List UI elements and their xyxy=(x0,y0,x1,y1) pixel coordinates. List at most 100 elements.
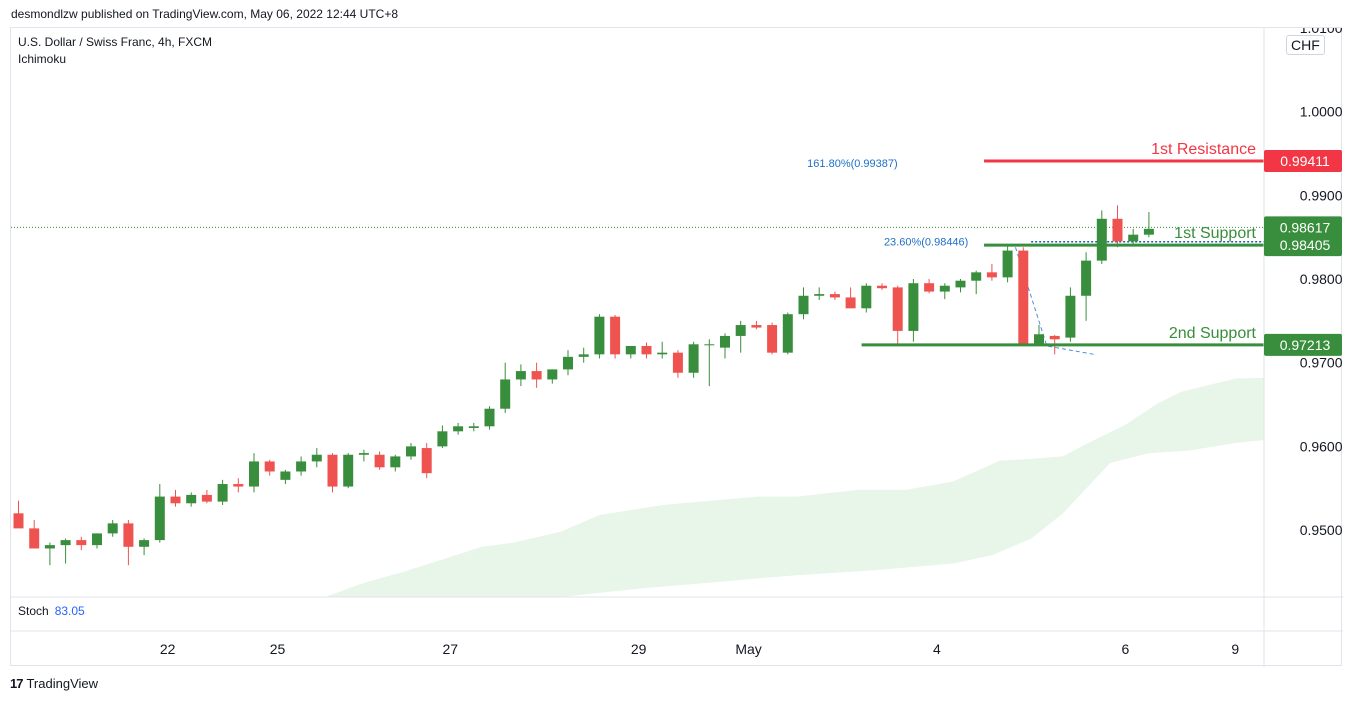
price-tick-label: 0.99000 xyxy=(1300,187,1343,203)
currency-selector[interactable]: CHF xyxy=(1286,35,1325,55)
candle-body xyxy=(1112,218,1123,242)
candle xyxy=(327,453,338,493)
candle-body xyxy=(1049,335,1060,340)
fib-label: 161.80%(0.99387) xyxy=(807,158,898,170)
candle-body xyxy=(374,454,385,468)
candle xyxy=(343,453,354,489)
candle xyxy=(563,350,573,376)
candle-body xyxy=(955,280,966,288)
1st-resistance-tag xyxy=(1264,149,1342,172)
chart-frame[interactable]: 1st Resistance 1st Support 2nd Support 161.… xyxy=(10,27,1343,667)
time-tick-label: 22 xyxy=(160,641,176,657)
candle-body xyxy=(390,456,401,468)
candle-body xyxy=(437,431,448,447)
candle-body xyxy=(170,496,181,504)
candle-body xyxy=(139,540,150,547)
candle-body xyxy=(13,513,24,529)
candle-body xyxy=(704,344,715,346)
time-tick-label: May xyxy=(735,641,761,657)
candle-body xyxy=(1018,250,1029,346)
candle xyxy=(1112,205,1123,248)
candle xyxy=(610,315,621,359)
2nd-support-tag-label: 0.97213 xyxy=(1280,337,1331,353)
main-chart[interactable]: 1st Resistance 1st Support 2nd Support 161.… xyxy=(11,28,1343,667)
candle-body xyxy=(767,325,778,353)
candles xyxy=(13,205,1154,566)
candle-body xyxy=(421,448,432,474)
candle-body xyxy=(500,379,511,409)
2nd-support-tag xyxy=(1264,333,1342,356)
candle xyxy=(767,322,778,355)
candle xyxy=(107,520,118,537)
candle-body xyxy=(531,371,542,380)
candle xyxy=(421,443,432,479)
candle xyxy=(374,451,385,470)
candle-body xyxy=(249,461,259,487)
candle-body xyxy=(563,356,573,370)
candle-body xyxy=(625,345,636,355)
candle-body xyxy=(1065,295,1076,338)
candle-body xyxy=(892,287,903,331)
candle xyxy=(233,478,244,493)
plot-area xyxy=(11,205,1264,597)
candle xyxy=(249,453,259,493)
candle xyxy=(625,345,636,359)
candle-body xyxy=(201,494,212,502)
time-tick-label: 27 xyxy=(442,641,458,657)
legend-symbol[interactable]: U.S. Dollar / Swiss Franc, 4h, FXCM xyxy=(18,35,213,49)
tradingview-logo[interactable]: 17 TradingView xyxy=(10,676,98,691)
candle xyxy=(971,270,982,295)
candle xyxy=(76,536,87,551)
candle xyxy=(406,443,416,460)
candle-body xyxy=(908,283,919,331)
candle xyxy=(60,538,71,564)
candle xyxy=(1096,210,1107,264)
candle xyxy=(657,341,668,359)
candle-body xyxy=(76,540,87,546)
legend-indicator-ichimoku[interactable]: Ichimoku xyxy=(18,52,67,66)
candle-body xyxy=(939,285,950,292)
candle-body xyxy=(29,528,40,549)
candle-body xyxy=(845,297,856,309)
candle xyxy=(829,291,840,300)
candle xyxy=(688,341,699,378)
candle xyxy=(515,364,526,387)
stoch-label: Stoch xyxy=(18,604,49,618)
candle-body xyxy=(123,523,134,547)
1st-resistance-label: 1st Resistance xyxy=(1151,141,1256,158)
candle xyxy=(1081,252,1092,321)
candle-body xyxy=(343,454,354,487)
candle-body xyxy=(971,272,982,281)
stoch-legend[interactable]: Stoch 83.05 xyxy=(18,604,85,618)
candle-body xyxy=(515,371,526,380)
candle xyxy=(311,448,322,468)
tradingview-brand: TradingView xyxy=(26,676,99,691)
candle xyxy=(1034,325,1044,346)
candle xyxy=(672,350,683,378)
candle xyxy=(1143,212,1154,238)
candle xyxy=(139,538,150,556)
candle-body xyxy=(358,453,369,455)
candle-body xyxy=(296,461,307,472)
candle xyxy=(578,347,589,363)
fib-label: 23.60%(0.98446) xyxy=(884,237,968,249)
candle xyxy=(437,425,448,449)
candle xyxy=(751,320,762,330)
candle-body xyxy=(1143,228,1154,235)
candle-body xyxy=(406,446,416,457)
candle-body xyxy=(751,325,762,328)
candle-body xyxy=(1096,218,1107,261)
candle-body xyxy=(186,494,197,504)
candle xyxy=(704,339,715,387)
candle xyxy=(280,469,291,485)
candle-body xyxy=(720,335,730,348)
time-tick-label: 4 xyxy=(933,641,941,657)
candle xyxy=(92,533,102,549)
candle-body xyxy=(233,484,244,487)
candle xyxy=(500,362,511,413)
candle xyxy=(1128,228,1139,244)
1st-resistance-tag-label: 0.99411 xyxy=(1280,153,1330,169)
